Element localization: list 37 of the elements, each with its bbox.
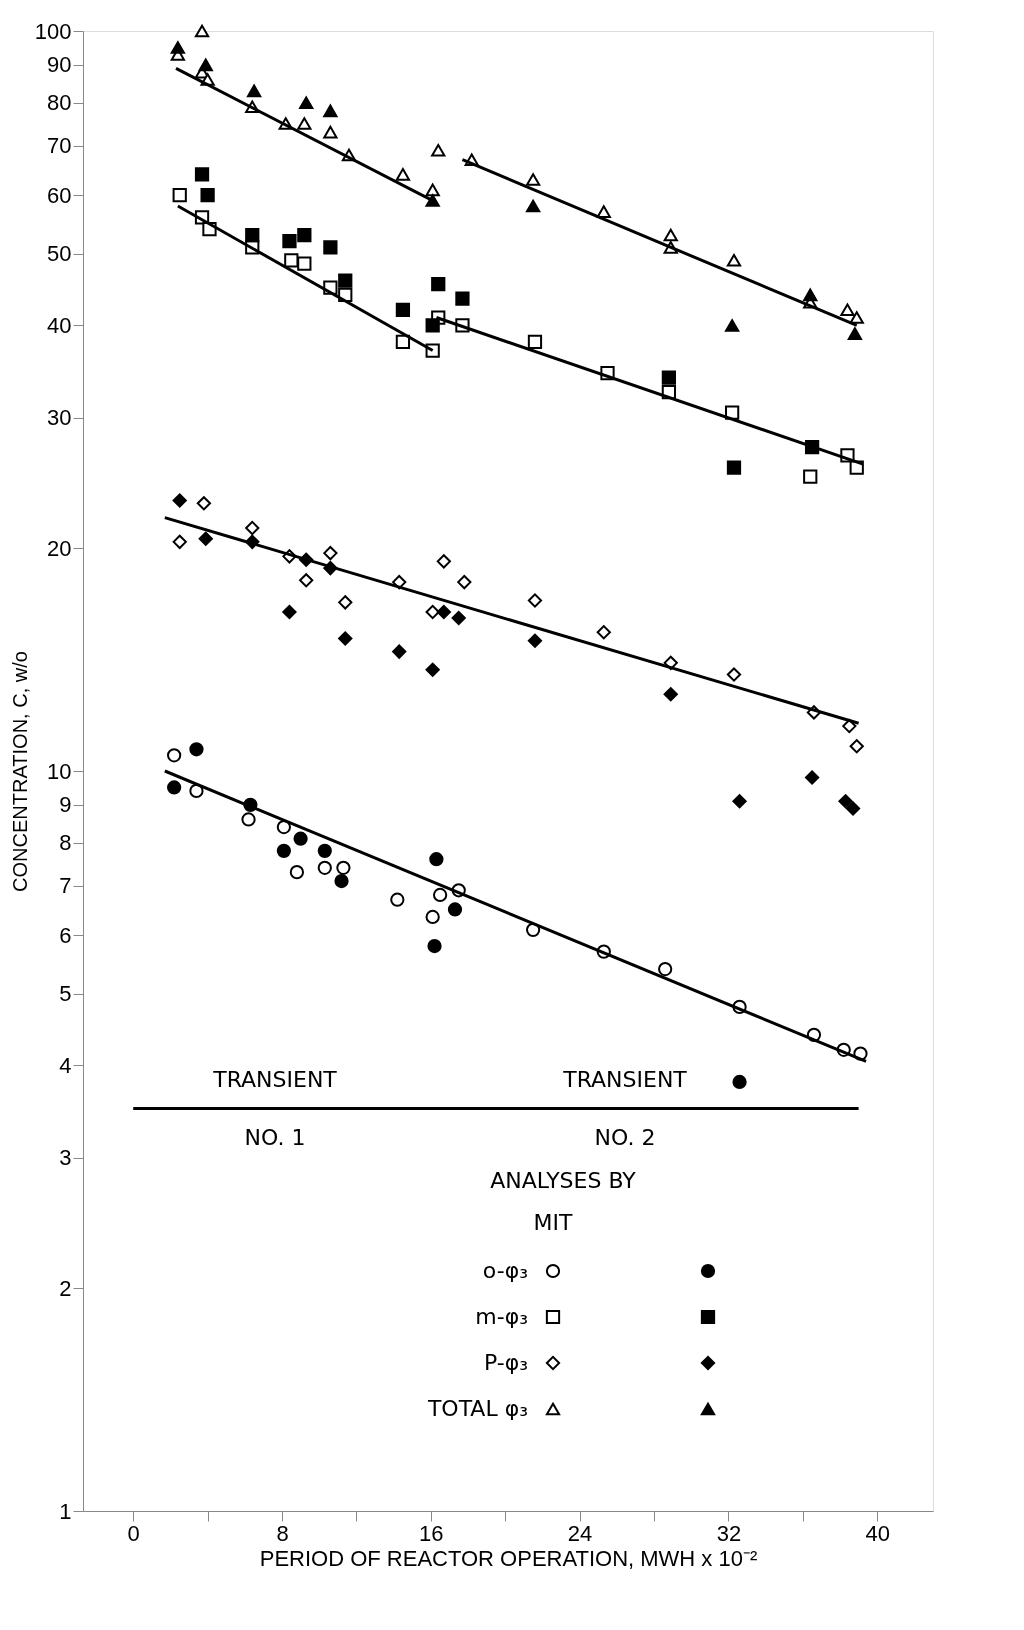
legend-label: m-φ₃ — [475, 1304, 528, 1329]
x-axis-title: PERIOD OF REACTOR OPERATION, MWH x 10⁻² — [259, 1545, 758, 1571]
y-tick-label: 6 — [59, 922, 72, 948]
y-tick-label: 7 — [59, 873, 72, 899]
x-tick-label: 8 — [276, 1520, 289, 1546]
y-tick-label: 5 — [59, 981, 72, 1007]
annotation: TRANSIENT — [212, 1067, 338, 1093]
x-tick-label: 0 — [127, 1520, 140, 1546]
y-tick-label: 1 — [59, 1498, 72, 1524]
legend-title: ANALYSES BY — [490, 1168, 637, 1193]
y-tick-label: 2 — [59, 1275, 72, 1301]
annotation: TRANSIENT — [562, 1067, 688, 1093]
x-tick-label: 24 — [567, 1520, 593, 1546]
legend-label: o-φ₃ — [482, 1258, 528, 1283]
y-tick-label: 4 — [59, 1052, 72, 1078]
y-axis-title: CONCENTRATION, C, w/o — [8, 651, 31, 892]
y-tick-label: 50 — [47, 241, 72, 267]
annotation: MIT — [533, 1210, 574, 1235]
y-tick-label: 10 — [47, 758, 72, 784]
y-tick-label: 20 — [47, 535, 72, 561]
y-tick-label: 3 — [59, 1145, 72, 1171]
x-tick-label: 40 — [865, 1520, 890, 1546]
y-tick-label: 30 — [47, 405, 72, 431]
legend-label: TOTAL φ₃ — [426, 1396, 528, 1421]
y-tick-label: 70 — [47, 133, 72, 159]
legend-label: P-φ₃ — [483, 1350, 528, 1375]
y-tick-label: 80 — [47, 90, 72, 116]
y-tick-label: 40 — [47, 312, 72, 338]
y-tick-label: 60 — [47, 182, 72, 208]
y-tick-label: 9 — [59, 792, 72, 818]
y-tick-label: 100 — [34, 18, 72, 44]
annotation: NO. 2 — [594, 1125, 656, 1151]
y-tick-label: 90 — [47, 52, 72, 78]
x-tick-label: 16 — [419, 1520, 444, 1546]
x-tick-label: 32 — [716, 1520, 742, 1546]
annotation: NO. 1 — [244, 1125, 306, 1151]
y-tick-label: 8 — [59, 830, 72, 856]
